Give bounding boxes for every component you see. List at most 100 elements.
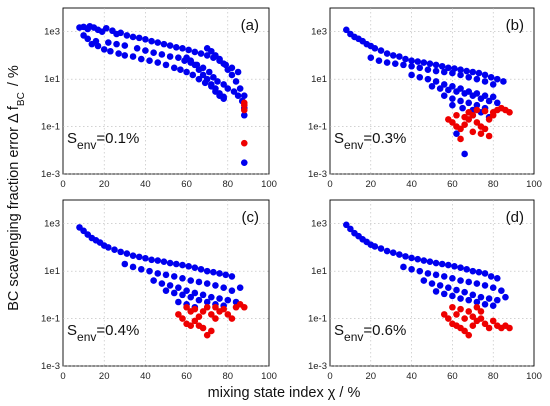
data-point-blue [154, 39, 162, 46]
data-point-blue [428, 82, 436, 90]
data-point-blue [493, 99, 501, 107]
data-point-blue [230, 88, 238, 95]
data-point-red [461, 315, 468, 322]
data-point-blue [187, 277, 195, 284]
data-point-red [465, 308, 473, 315]
data-point-red [445, 315, 452, 322]
x-tick-label: 20 [366, 371, 377, 382]
data-point-blue [117, 29, 124, 37]
data-point-blue [402, 55, 409, 63]
data-point-blue [129, 252, 137, 259]
data-point-blue [420, 257, 428, 264]
data-point-red [465, 331, 473, 339]
data-point-blue [371, 44, 379, 52]
data-point-blue [137, 55, 145, 63]
senv-subscript: env [344, 138, 363, 152]
data-point-blue [424, 270, 432, 277]
data-point-blue [166, 42, 174, 49]
data-point-blue [216, 270, 223, 277]
data-point-blue [400, 263, 407, 271]
data-point-blue [367, 54, 375, 62]
data-point-blue [92, 37, 100, 45]
data-point-red [224, 311, 232, 318]
data-point-blue [187, 293, 195, 301]
senv-subscript: env [77, 330, 96, 344]
data-point-blue [84, 35, 92, 43]
data-point-blue [195, 278, 203, 286]
data-point-blue [416, 73, 424, 81]
data-point-blue [432, 78, 440, 85]
data-point-blue [347, 225, 354, 233]
data-point-blue [220, 60, 227, 67]
data-point-blue [197, 50, 205, 57]
y-tick-label: 1e-1 [41, 122, 60, 133]
data-point-blue [465, 73, 473, 81]
data-point-red [457, 125, 464, 133]
data-point-red [506, 324, 513, 332]
x-tick-label: 20 [366, 179, 377, 190]
data-point-blue [396, 251, 403, 258]
data-point-blue [148, 256, 155, 264]
data-point-blue [154, 257, 162, 264]
data-point-blue [424, 66, 432, 74]
x-tick-label: 60 [181, 179, 192, 190]
data-point-blue [463, 265, 470, 273]
data-point-blue [493, 75, 501, 83]
data-point-blue [232, 78, 240, 85]
data-point-blue [416, 64, 424, 72]
data-point-red [469, 322, 477, 330]
data-point-blue [440, 68, 448, 76]
data-point-blue [148, 37, 155, 45]
data-point-blue [408, 57, 415, 64]
data-point-red [477, 130, 485, 138]
data-point-red [191, 317, 199, 325]
y-tick-label: 1e-3 [41, 361, 60, 372]
data-point-red [240, 139, 248, 147]
data-point-blue [216, 295, 223, 302]
panel-3: 0 20 40 60 80 100 1e-3 1e-1 1e1 1e3 (d) Senv=0.6% [308, 199, 542, 382]
data-point-blue [445, 261, 452, 269]
plot-area [329, 7, 535, 175]
data-point-blue [191, 61, 199, 69]
data-point-blue [220, 93, 227, 101]
data-point-blue [185, 263, 192, 270]
data-point-blue [121, 42, 129, 49]
data-point-blue [142, 47, 149, 54]
data-point-blue [191, 48, 199, 56]
data-point-blue [123, 250, 131, 257]
panel-label: (c) [242, 209, 260, 226]
panel-label: (b) [506, 17, 524, 34]
data-point-blue [129, 53, 137, 60]
panel-label: (a) [241, 17, 259, 34]
data-point-red [473, 106, 481, 114]
data-point-blue [100, 46, 108, 53]
data-point-blue [461, 288, 468, 296]
data-point-blue [117, 248, 124, 256]
data-point-red [469, 313, 477, 320]
data-point-blue [187, 57, 195, 64]
data-point-red [199, 308, 207, 315]
data-point-blue [469, 291, 477, 299]
data-point-blue [185, 46, 192, 54]
senv-label: Senv=0.6% [334, 322, 406, 344]
y-tick-label: 1e-3 [41, 169, 60, 180]
data-point-blue [158, 51, 166, 58]
data-point-blue [473, 298, 481, 306]
data-point-red [228, 315, 236, 322]
data-point-blue [469, 267, 477, 275]
data-point-blue [195, 296, 203, 304]
data-point-blue [408, 71, 415, 79]
data-point-blue [199, 71, 207, 79]
data-point-blue [371, 243, 379, 250]
data-point-red [461, 113, 468, 121]
data-point-blue [457, 277, 464, 284]
data-point-blue [113, 40, 120, 48]
data-point-blue [189, 71, 197, 79]
data-point-blue [383, 50, 391, 57]
data-point-blue [428, 280, 436, 287]
data-point-blue [402, 253, 409, 260]
data-point-blue [173, 44, 180, 51]
data-point-blue [436, 85, 444, 92]
data-point-blue [389, 249, 397, 256]
